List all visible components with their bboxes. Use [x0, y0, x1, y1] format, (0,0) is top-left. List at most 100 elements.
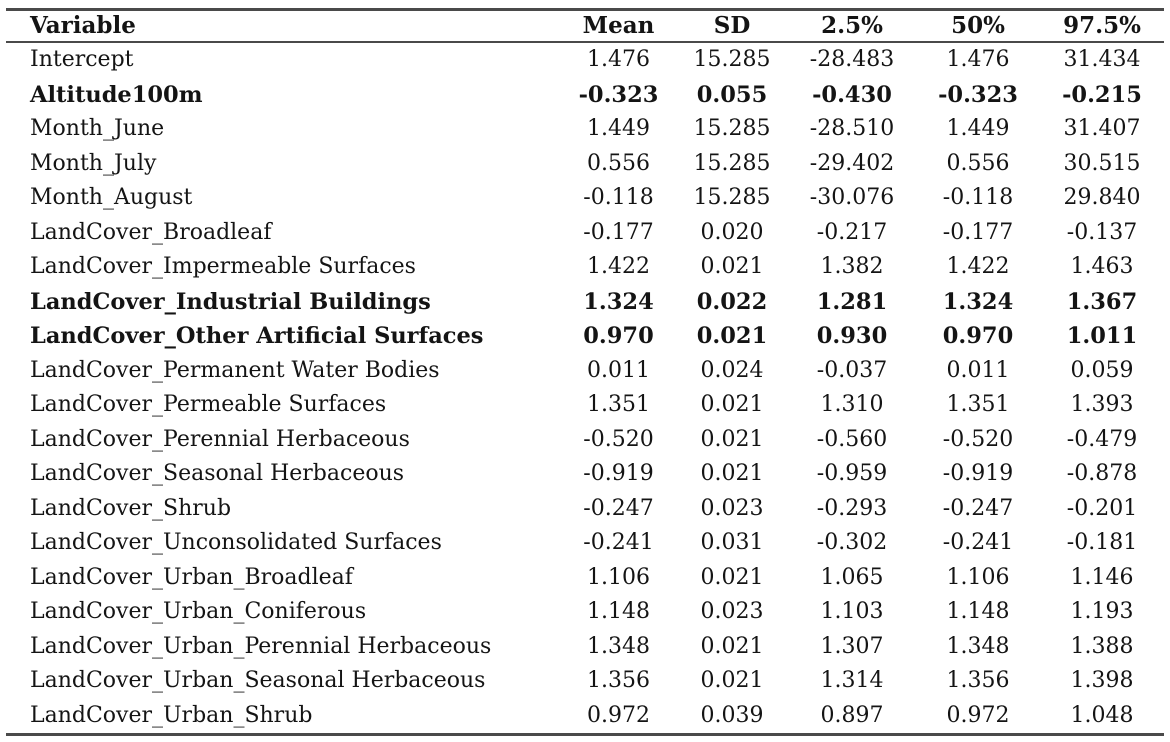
mean-cell: 1.324 [583, 288, 654, 315]
variable-cell: LandCover_Urban_Broadleaf [30, 564, 353, 590]
sd-cell: 0.021 [700, 668, 764, 693]
variable-cell: LandCover_Permanent Water Bodies [30, 357, 440, 383]
table-row: LandCover_Urban_Shrub 0.972 0.039 0.897 … [6, 699, 1164, 735]
variable-cell: Month_August [30, 185, 193, 210]
sd-cell: 15.285 [693, 150, 771, 176]
sd-cell: 0.039 [700, 702, 764, 728]
sd-cell: 0.021 [696, 323, 768, 349]
p2-5-cell: -0.430 [812, 81, 892, 108]
sd-cell: 15.285 [693, 47, 771, 72]
mean-cell: 1.348 [587, 633, 650, 659]
mean-cell: 0.970 [583, 323, 654, 349]
column-header-p97-5: 97.5% [1063, 12, 1141, 39]
mean-cell: 0.972 [587, 702, 650, 728]
p2-5-cell: 1.065 [820, 564, 884, 590]
p97-5-cell: 1.146 [1070, 564, 1134, 590]
p97-5-cell: 1.011 [1066, 323, 1138, 349]
sd-cell: 0.021 [700, 426, 764, 452]
variable-cell: LandCover_Other Artificial Surfaces [30, 323, 484, 349]
variable-cell: Intercept [30, 47, 134, 72]
column-header-p2-5: 2.5% [821, 12, 883, 39]
p97-5-cell: 29.840 [1063, 185, 1141, 210]
variable-cell: LandCover_Broadleaf [30, 219, 272, 245]
p97-5-cell: 30.515 [1063, 150, 1141, 176]
p2-5-cell: -0.217 [816, 219, 888, 245]
sd-cell: 0.021 [700, 254, 764, 279]
variable-cell: LandCover_Urban_Coniferous [30, 599, 367, 624]
variable-cell: LandCover_Urban_Perennial Herbaceous [30, 633, 492, 659]
table-row: LandCover_Urban_Broadleaf 1.106 0.021 1.… [6, 561, 1164, 596]
mean-cell: 1.422 [587, 254, 650, 279]
header-row: Variable Mean SD 2.5% 50% 97.5% [6, 10, 1164, 42]
p2-5-cell: 1.310 [820, 392, 884, 417]
mean-cell: -0.118 [583, 185, 654, 210]
table-row: LandCover_Impermeable Surfaces 1.422 0.0… [6, 250, 1164, 285]
p2-5-cell: 1.281 [816, 288, 888, 315]
sd-cell: 0.020 [700, 219, 764, 245]
sd-cell: 0.023 [700, 495, 764, 521]
p50-cell: 1.449 [946, 116, 1010, 141]
p50-cell: 1.476 [946, 47, 1010, 72]
variable-cell: LandCover_Urban_Seasonal Herbaceous [30, 668, 486, 693]
mean-cell: -0.177 [583, 219, 654, 245]
mean-cell: 1.476 [587, 47, 650, 72]
mean-cell: -0.247 [583, 495, 654, 521]
table-row: LandCover_Shrub -0.247 0.023 -0.293 -0.2… [6, 492, 1164, 527]
p2-5-cell: -0.293 [816, 495, 888, 521]
p97-5-cell: 1.048 [1070, 702, 1134, 728]
p2-5-cell: -30.076 [809, 185, 895, 210]
p50-cell: 0.970 [942, 323, 1014, 349]
p50-cell: -0.241 [942, 530, 1014, 555]
p50-cell: -0.247 [942, 495, 1014, 521]
variable-cell: LandCover_Shrub [30, 495, 232, 521]
mean-cell: -0.241 [583, 530, 654, 555]
p50-cell: 1.422 [946, 254, 1010, 279]
paper-table-page: Variable Mean SD 2.5% 50% 97.5% Intercep… [0, 8, 1170, 742]
table-row: LandCover_Industrial Buildings 1.324 0.0… [6, 285, 1164, 320]
p2-5-cell: -0.959 [816, 461, 888, 486]
p97-5-cell: -0.479 [1066, 426, 1138, 452]
table-row: Month_June 1.449 15.285 -28.510 1.449 31… [6, 112, 1164, 147]
table-row: LandCover_Other Artificial Surfaces 0.97… [6, 319, 1164, 354]
table-row: Intercept 1.476 15.285 -28.483 1.476 31.… [6, 42, 1164, 78]
p2-5-cell: -28.510 [809, 116, 895, 141]
p97-5-cell: 1.367 [1066, 288, 1138, 315]
p50-cell: 0.556 [946, 150, 1010, 176]
p97-5-cell: -0.137 [1066, 219, 1138, 245]
sd-cell: 0.022 [696, 288, 768, 315]
variable-cell: LandCover_Industrial Buildings [30, 288, 431, 315]
variable-cell: LandCover_Impermeable Surfaces [30, 254, 416, 279]
p2-5-cell: -0.037 [816, 357, 888, 383]
p2-5-cell: -28.483 [809, 47, 895, 72]
p2-5-cell: 1.314 [820, 668, 884, 693]
table-row: LandCover_Perennial Herbaceous -0.520 0.… [6, 423, 1164, 458]
mean-cell: 1.356 [587, 668, 650, 693]
table-row: LandCover_Urban_Perennial Herbaceous 1.3… [6, 630, 1164, 665]
p50-cell: -0.118 [942, 185, 1014, 210]
p97-5-cell: 1.393 [1070, 392, 1134, 417]
table-row: LandCover_Urban_Seasonal Herbaceous 1.35… [6, 664, 1164, 699]
sd-cell: 0.031 [700, 530, 764, 555]
p2-5-cell: -0.560 [816, 426, 888, 452]
variable-cell: LandCover_Permeable Surfaces [30, 392, 387, 417]
p97-5-cell: 31.407 [1063, 116, 1141, 141]
variable-cell: Month_July [30, 150, 157, 176]
p97-5-cell: -0.201 [1066, 495, 1138, 521]
p50-cell: 1.348 [946, 633, 1010, 659]
p2-5-cell: 1.382 [820, 254, 884, 279]
variable-cell: LandCover_Urban_Shrub [30, 702, 313, 728]
p2-5-cell: -29.402 [809, 150, 895, 176]
p97-5-cell: -0.215 [1062, 81, 1142, 108]
sd-cell: 0.021 [700, 564, 764, 590]
p50-cell: -0.177 [942, 219, 1014, 245]
mean-cell: -0.323 [578, 81, 659, 108]
variable-cell: LandCover_Seasonal Herbaceous [30, 461, 405, 486]
p2-5-cell: 0.930 [816, 323, 888, 349]
mean-cell: 1.351 [587, 392, 650, 417]
mean-cell: 0.011 [587, 357, 650, 383]
table-row: Month_July 0.556 15.285 -29.402 0.556 30… [6, 147, 1164, 182]
p50-cell: 1.356 [946, 668, 1010, 693]
p50-cell: -0.520 [942, 426, 1014, 452]
p2-5-cell: 1.307 [820, 633, 884, 659]
p50-cell: 1.106 [946, 564, 1010, 590]
